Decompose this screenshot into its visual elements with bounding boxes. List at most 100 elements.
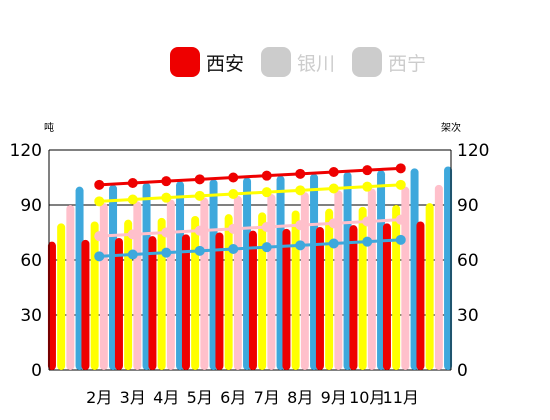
x-tick-label: 9月 [321,388,347,407]
line-point [328,238,339,249]
line-point [362,216,373,227]
x-tick-label: 11月 [383,388,419,407]
line-point [295,240,306,251]
legend-label: 西安 [206,52,245,75]
line-point [194,174,205,185]
line-point [94,196,105,207]
bar [358,206,367,370]
bar [200,197,209,370]
legend-item-xining[interactable]: 西宁 [352,45,426,79]
right-tick-label: 60 [457,251,479,271]
x-tick-label: 10月 [349,388,385,407]
bar [382,223,391,370]
bar [248,230,257,370]
line-point [127,249,138,260]
x-tick-label: 7月 [254,388,280,407]
line-point [261,222,272,232]
legend-swatch-icon [352,47,382,77]
bar [66,205,75,370]
series-line [99,218,401,238]
x-tick-label: 8月 [287,388,313,407]
line-point [228,189,239,199]
line-point [328,218,339,229]
line-point [127,229,138,240]
left-tick-label: 30 [20,306,42,326]
bar [233,195,242,370]
line-point [295,220,306,231]
series-line [99,166,401,187]
line-point [228,223,239,234]
bar [392,205,401,370]
bar [401,186,410,370]
line-point [362,181,373,192]
line-point [94,231,105,242]
bar [81,239,90,370]
line-point [161,247,172,258]
legend-swatch-icon [261,47,291,77]
bar [267,194,276,370]
left-tick-label: 60 [20,251,42,271]
line-point [228,172,239,183]
bar [166,199,175,370]
left-tick-label: 90 [20,196,42,216]
line-point [295,168,306,179]
right-tick-label: 120 [457,141,489,161]
line-point [395,163,406,174]
left-tick-label: 0 [31,361,42,381]
line-point [295,185,306,196]
line-point [261,187,272,198]
bar [434,184,443,370]
legend-item-xian[interactable]: 西安 [170,45,244,79]
line-point [228,244,239,254]
bar [300,192,309,370]
line-point [194,190,205,201]
bar [124,219,133,370]
x-tick-label: 6月 [220,388,246,407]
line-point [395,234,406,245]
line-point [395,179,406,190]
bar [258,212,267,370]
legend-swatch-icon [170,47,200,77]
bar [282,228,291,370]
line-point [127,194,138,205]
line-point [328,167,339,177]
bar [334,190,343,370]
x-tick-label: 3月 [120,388,146,407]
x-tick-label: 4月 [153,388,179,407]
bar [224,214,233,370]
bar [425,203,434,370]
legend-label: 银川 [297,52,336,75]
left-axis-unit: 吨 [44,121,54,134]
series-line [99,183,401,203]
bar [90,221,99,370]
line-point [194,225,205,236]
line-point [127,178,138,188]
line-point [194,245,205,256]
bar [291,210,300,370]
bar [215,232,224,370]
line-point [362,165,373,176]
bar [315,227,324,370]
line-point [94,251,105,262]
line-point [161,227,172,238]
x-tick-label: 2月 [86,388,112,407]
line-point [161,176,172,187]
legend-label: 西宁 [388,52,427,75]
bar [191,216,200,370]
bar [57,223,66,370]
line-point [161,192,172,203]
bar [114,238,123,370]
bar [349,225,358,370]
bar [133,201,142,370]
right-tick-label: 30 [457,306,479,326]
left-tick-label: 120 [10,141,42,161]
x-tick-label: 5月 [187,388,213,407]
right-tick-label: 0 [457,361,468,381]
bar [325,208,334,370]
legend-item-yinchuan[interactable]: 银川 [261,45,335,79]
line-point [328,183,339,194]
series-line [99,238,401,258]
bar [367,188,376,370]
bar [148,236,157,370]
